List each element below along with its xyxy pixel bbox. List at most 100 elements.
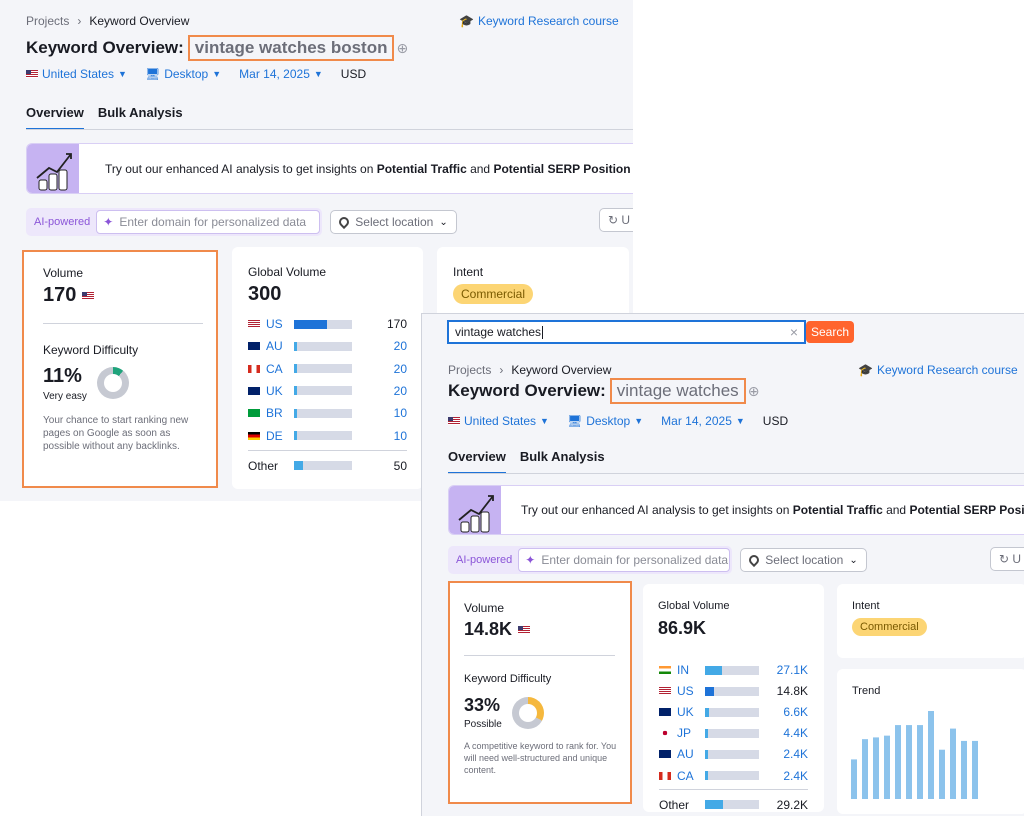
country-volume: 2.4K bbox=[783, 747, 808, 762]
chart-illustration-icon bbox=[449, 486, 501, 534]
volume-share-bar bbox=[705, 728, 759, 738]
kd-value: 11% bbox=[43, 365, 82, 387]
country-code: AU bbox=[266, 339, 283, 354]
tab-bulk-analysis[interactable]: Bulk Analysis bbox=[97, 105, 183, 120]
volume-share-fill bbox=[705, 800, 724, 810]
location-pin-icon bbox=[337, 214, 352, 230]
global-volume-card: Global Volume 300 US 170 AU 20 CA 20 UK 20 BR 10 D… bbox=[232, 247, 423, 489]
jp-flag-icon bbox=[659, 729, 671, 738]
breadcrumb-current: Keyword Overview bbox=[89, 14, 190, 28]
update-button[interactable]: ↻ U bbox=[599, 208, 633, 232]
volume-share-bar bbox=[705, 771, 759, 780]
ai-domain-box: AI-powered ✦ Enter domain for personalize… bbox=[26, 208, 323, 236]
country-volume: 20 bbox=[393, 361, 407, 376]
location-select[interactable]: Select location ⌄ bbox=[330, 210, 457, 234]
tab-overview[interactable]: Overview bbox=[448, 449, 506, 474]
us-flag-icon bbox=[26, 70, 38, 78]
currency-label: USD bbox=[762, 414, 789, 428]
country-row-br[interactable]: BR 10 bbox=[248, 405, 407, 421]
trend-bar bbox=[873, 737, 879, 799]
add-circle-icon[interactable]: ⊕ bbox=[396, 39, 409, 56]
ai-powered-label: AI-powered bbox=[456, 554, 513, 566]
breadcrumb-projects[interactable]: Projects bbox=[448, 363, 492, 377]
trend-bar-chart bbox=[851, 711, 978, 799]
us-flag-icon bbox=[248, 320, 260, 328]
volume-share-bar bbox=[705, 665, 759, 675]
volume-share-bar bbox=[294, 364, 352, 374]
course-link[interactable]: 🎓 Keyword Research course bbox=[858, 363, 1018, 377]
kd-donut-chart bbox=[97, 367, 129, 399]
country-select[interactable]: United States ▼ bbox=[26, 67, 127, 81]
country-row-uk[interactable]: UK 20 bbox=[248, 383, 407, 399]
keyword-search-input[interactable]: vintage watches × bbox=[447, 320, 806, 344]
domain-input[interactable]: ✦ Enter domain for personalized data bbox=[518, 548, 731, 572]
ai-row: AI-powered ✦ Enter domain for personalize… bbox=[448, 546, 867, 574]
device-select[interactable]: 🖥 Desktop ▼ bbox=[144, 67, 222, 81]
country-row-us[interactable]: US 14.8K bbox=[659, 683, 808, 699]
course-link[interactable]: 🎓 Keyword Research course bbox=[459, 14, 619, 28]
volume-share-bar bbox=[294, 386, 352, 396]
search-button[interactable]: Search bbox=[806, 321, 854, 343]
filters-row: United States ▼ 🖥 Desktop ▼ Mar 14, 2025 ▼ U… bbox=[448, 414, 788, 428]
trend-label: Trend bbox=[852, 685, 881, 697]
breadcrumb-current: Keyword Overview bbox=[511, 363, 612, 377]
date-select[interactable]: Mar 14, 2025 ▼ bbox=[239, 67, 323, 81]
country-row-jp[interactable]: JP 4.4K bbox=[659, 725, 808, 741]
other-volume: 50 bbox=[393, 458, 407, 473]
country-row-de[interactable]: DE 10 bbox=[248, 428, 407, 444]
update-button[interactable]: ↻ U bbox=[990, 547, 1024, 571]
country-row-ca[interactable]: CA 2.4K bbox=[659, 768, 808, 784]
date-select[interactable]: Mar 14, 2025 ▼ bbox=[661, 414, 745, 428]
chevron-down-icon: ⌄ bbox=[849, 554, 858, 566]
kd-description: Your chance to start ranking new pages o… bbox=[43, 415, 189, 452]
currency-label: USD bbox=[340, 67, 367, 81]
country-row-au[interactable]: AU 2.4K bbox=[659, 746, 808, 762]
country-select[interactable]: United States ▼ bbox=[448, 414, 549, 428]
tab-bulk-analysis[interactable]: Bulk Analysis bbox=[519, 449, 605, 464]
volume-share-fill bbox=[705, 707, 710, 717]
tab-overview[interactable]: Overview bbox=[26, 105, 84, 130]
breadcrumb-projects[interactable]: Projects bbox=[26, 14, 70, 28]
ca-flag-icon bbox=[248, 364, 260, 373]
volume-share-fill bbox=[294, 319, 328, 329]
country-volume: 20 bbox=[393, 339, 407, 354]
trend-bar bbox=[884, 735, 890, 799]
add-circle-icon[interactable]: ⊕ bbox=[747, 382, 760, 399]
country-volume: 27.1K bbox=[776, 663, 808, 677]
country-volume: 10 bbox=[393, 428, 407, 443]
country-row-in[interactable]: IN 27.1K bbox=[659, 662, 808, 678]
country-row-au[interactable]: AU 20 bbox=[248, 338, 407, 354]
country-code: AU bbox=[677, 747, 694, 762]
device-select[interactable]: 🖥 Desktop ▼ bbox=[566, 414, 644, 428]
clear-icon[interactable]: × bbox=[789, 324, 798, 340]
chevron-down-icon: ▼ bbox=[118, 69, 127, 79]
trend-bar bbox=[961, 740, 967, 799]
volume-share-bar bbox=[705, 749, 759, 759]
volume-share-bar bbox=[705, 707, 759, 717]
ai-row: AI-powered ✦ Enter domain for personalize… bbox=[26, 208, 457, 236]
ai-banner[interactable]: Try out our enhanced AI analysis to get … bbox=[26, 143, 633, 194]
location-select[interactable]: Select location ⌄ bbox=[740, 548, 867, 572]
country-volume: 10 bbox=[393, 406, 407, 421]
volume-value: 14.8K bbox=[464, 619, 531, 640]
ai-banner[interactable]: Try out our enhanced AI analysis to get … bbox=[448, 485, 1024, 535]
country-row-ca[interactable]: CA 20 bbox=[248, 361, 407, 377]
volume-label: Volume bbox=[43, 266, 84, 280]
volume-share-fill bbox=[705, 771, 708, 780]
country-row-uk[interactable]: UK 6.6K bbox=[659, 704, 808, 720]
country-code: CA bbox=[677, 768, 694, 783]
filters-row: United States ▼ 🖥 Desktop ▼ Mar 14, 2025 ▼ U… bbox=[26, 67, 366, 81]
refresh-icon: ↻ bbox=[608, 213, 619, 227]
chevron-down-icon: ▼ bbox=[540, 416, 549, 426]
chevron-down-icon: ▼ bbox=[313, 69, 323, 79]
other-label: Other bbox=[248, 458, 279, 473]
domain-input[interactable]: ✦ Enter domain for personalized data bbox=[96, 210, 321, 234]
country-row-other: Other 29.2K bbox=[659, 797, 808, 813]
intent-card: Intent Commercial bbox=[837, 584, 1024, 658]
country-row-us[interactable]: US 170 bbox=[248, 316, 407, 332]
sparkle-icon: ✦ bbox=[103, 215, 114, 229]
breadcrumb: Projects › Keyword Overview bbox=[448, 363, 611, 377]
divider bbox=[659, 788, 808, 790]
de-flag-icon bbox=[248, 431, 260, 440]
volume-share-fill bbox=[294, 364, 297, 374]
